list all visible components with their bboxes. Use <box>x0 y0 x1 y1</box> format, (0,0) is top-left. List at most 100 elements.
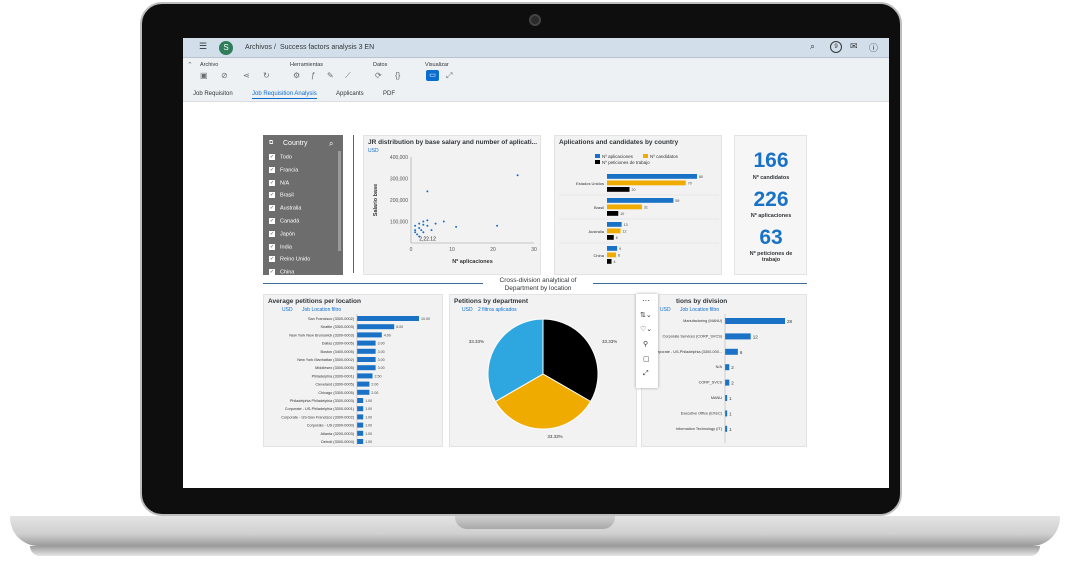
collapse-icon[interactable]: ⌃ <box>187 62 193 69</box>
department-pie-chart: 33.33% 33.33% 33.33% <box>469 318 617 439</box>
checkbox-icon[interactable]: ✓ <box>269 205 275 212</box>
avatar[interactable]: S <box>219 41 233 55</box>
pen-icon[interactable]: ✎ <box>327 71 334 80</box>
search-icon[interactable]: ⌕ <box>810 41 816 51</box>
tab-job-requisition[interactable]: Job Requisiton <box>193 91 233 97</box>
data-label: 13 <box>624 223 628 227</box>
filter-item-label: Reino Unido <box>280 256 311 263</box>
filter-item[interactable]: ✓ Canadá <box>269 218 299 224</box>
data-label: 12 <box>753 334 759 339</box>
toolbar-group-tools: Herramientas <box>290 62 324 68</box>
formula-icon[interactable]: ƒ <box>311 71 316 80</box>
legend-label: Nº aplicaciones <box>602 154 634 159</box>
department-pie-card[interactable]: Petitions by department USD 2 filtros ap… <box>449 294 637 447</box>
expand-icon[interactable]: ⤢ <box>643 370 649 377</box>
variable-icon[interactable]: {} <box>395 71 401 80</box>
bar <box>607 235 614 240</box>
category-label: Middlesex (3300-0005) <box>315 366 355 370</box>
comment-icon[interactable]: ▭ <box>426 70 439 81</box>
copy-icon[interactable]: ⊘ <box>221 71 228 80</box>
notification-icon[interactable]: 9 <box>830 41 842 53</box>
scatter-card[interactable]: JR distribution by base salary and numbe… <box>363 135 541 275</box>
filter-item[interactable]: ✓ India <box>269 243 292 250</box>
filter-scrollbar[interactable] <box>338 151 341 251</box>
sort-icon[interactable]: ⇅⌄ <box>640 312 652 319</box>
slice-label: 33.33% <box>469 339 484 344</box>
scatter-point <box>414 229 417 232</box>
location-filter[interactable]: Job Location filtro <box>302 307 342 313</box>
filter-item[interactable]: ✓ Brasil <box>269 192 294 199</box>
more-icon[interactable]: ⋯ <box>642 296 650 305</box>
scatter-point <box>420 229 423 232</box>
filter-item[interactable]: ✓ China <box>269 269 294 276</box>
division-bars-card[interactable]: tions by division USD Job Location filtr… <box>641 294 807 447</box>
checkbox-icon[interactable]: ✓ <box>269 166 275 173</box>
file-icon[interactable]: ▣ <box>200 71 208 80</box>
checkbox-icon[interactable]: ✓ <box>269 230 275 237</box>
scatter-title: JR distribution by base salary and numbe… <box>368 139 538 146</box>
filter-item[interactable]: ✓ Japón <box>269 230 295 237</box>
country-bars-card[interactable]: Aplications and candidates by country Nº… <box>554 135 722 275</box>
division-currency: USD <box>660 307 671 313</box>
data-label: 1.00 <box>365 415 372 419</box>
fullscreen-icon[interactable]: ⤢ <box>446 71 453 80</box>
comment-icon[interactable]: ▢ <box>643 356 650 363</box>
scatter-point <box>418 235 421 238</box>
scatter-point <box>430 229 433 232</box>
bar <box>357 332 382 338</box>
data-label: 4 <box>614 260 616 264</box>
data-label: 1 <box>729 396 732 401</box>
category-label: MANU <box>711 396 722 400</box>
bar <box>725 425 728 432</box>
bar <box>607 246 618 251</box>
sync-icon[interactable]: ⟳ <box>375 71 382 80</box>
data-label: 10.00 <box>421 317 430 321</box>
kpi-petitions-label: Nº peticiones de trabajo <box>749 251 793 263</box>
kpi-candidates-value: 166 <box>753 149 789 172</box>
scatter-point <box>422 223 425 226</box>
filter-item[interactable]: ✓ Australia <box>269 205 301 212</box>
filter-item[interactable]: ✓ Francia <box>269 166 298 173</box>
data-label: 1.00 <box>365 407 372 411</box>
checkbox-icon[interactable]: ✓ <box>269 269 275 276</box>
chart-icon[interactable]: ⟋ <box>345 71 351 80</box>
filter-item[interactable]: ✓ Reino Unido <box>269 256 311 263</box>
scatter-point <box>455 225 458 228</box>
ranking-icon[interactable]: ♡⌄ <box>640 326 653 333</box>
division-filter[interactable]: Job Location filtro <box>680 307 720 313</box>
breadcrumb-root[interactable]: Archivos <box>245 44 272 51</box>
category-label: Detroit (3300-0004) <box>321 440 355 444</box>
bar <box>357 381 370 387</box>
department-filter[interactable]: 2 filtros aplicados <box>478 307 517 313</box>
checkbox-icon[interactable]: ✓ <box>269 218 275 224</box>
filter-item[interactable]: ✓ N/A <box>269 179 289 186</box>
pin-icon[interactable]: ⚲ <box>643 341 649 348</box>
location-bars-card[interactable]: Average petitions per location USD Job L… <box>263 294 443 447</box>
data-label: 4.00 <box>384 333 391 337</box>
checkbox-icon[interactable]: ✓ <box>269 154 275 160</box>
data-label: 1.00 <box>365 399 372 403</box>
category-label: Corporate - US (3300-0000) <box>307 424 355 428</box>
search-icon[interactable]: ⌕ <box>329 139 334 148</box>
checkbox-icon[interactable]: ✓ <box>269 256 275 263</box>
filter-item[interactable]: ✓ Todo <box>269 154 292 160</box>
share-icon[interactable]: ⋖ <box>243 71 250 80</box>
chat-icon[interactable]: ✉ <box>850 41 858 51</box>
bar <box>607 228 621 234</box>
scatter-point <box>422 220 425 223</box>
tools-icon[interactable]: ⚙ <box>293 71 301 80</box>
help-icon[interactable]: ⓘ <box>869 43 879 53</box>
checkbox-icon[interactable]: ✓ <box>269 179 275 186</box>
scatter-point <box>434 222 437 225</box>
menu-icon[interactable]: ☰ <box>199 41 208 51</box>
category-label: Information Technology (IT) <box>676 427 723 431</box>
data-label: 3.00 <box>378 350 385 354</box>
refresh-icon[interactable]: ↻ <box>263 71 270 80</box>
legend-swatch <box>643 154 648 158</box>
checkbox-icon[interactable]: ✓ <box>269 192 275 199</box>
category-label: Executive Office (EXEC) <box>681 411 723 415</box>
tab-applicants[interactable]: Applicants <box>336 91 364 97</box>
tab-job-requisition-analysis[interactable]: Job Requisition Analysis <box>252 91 317 99</box>
checkbox-icon[interactable]: ✓ <box>269 243 275 250</box>
tab-pdf[interactable]: PDF <box>383 91 395 97</box>
